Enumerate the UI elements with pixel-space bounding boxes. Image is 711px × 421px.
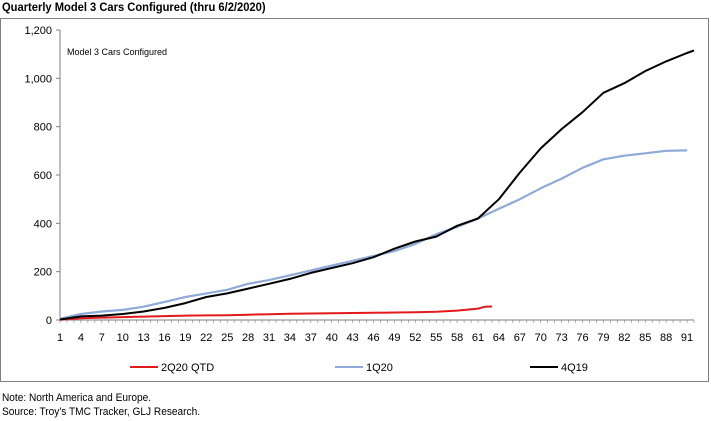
footnote-note: Note: North America and Europe. bbox=[2, 392, 152, 404]
x-tick-label: 1 bbox=[57, 332, 63, 344]
x-tick-label: 70 bbox=[535, 332, 547, 344]
x-tick-label: 67 bbox=[514, 332, 526, 344]
y-tick-label: 1,200 bbox=[24, 25, 52, 37]
chart-legend: 2Q20 QTD 1Q20 4Q19 bbox=[130, 362, 588, 374]
x-tick-label: 58 bbox=[451, 332, 463, 344]
x-tick-label: 88 bbox=[660, 332, 672, 344]
y-tick-label: 200 bbox=[34, 267, 52, 279]
x-tick-label: 40 bbox=[326, 332, 338, 344]
chart-axes: 0 200 400 600 800 1,000 1,200 1 4 7 10 13 16 19 22 25 28… bbox=[24, 25, 695, 344]
legend-label: 1Q20 bbox=[366, 362, 393, 374]
x-tick-label: 73 bbox=[556, 332, 568, 344]
series-line-1q20 bbox=[59, 149, 688, 320]
footnote-source: Source: Troy's TMC Tracker, GLJ Research… bbox=[2, 406, 201, 418]
x-tick-label: 31 bbox=[263, 332, 275, 344]
chart-inner-label: Model 3 Cars Configured bbox=[67, 47, 167, 57]
x-tick-label: 37 bbox=[305, 332, 317, 344]
legend-label: 4Q19 bbox=[561, 362, 588, 374]
y-tick-label: 800 bbox=[34, 122, 52, 134]
series-line-2q20-qtd bbox=[59, 305, 493, 321]
x-tick-label: 52 bbox=[409, 332, 421, 344]
x-tick-label: 46 bbox=[367, 332, 379, 344]
chart-series bbox=[59, 49, 695, 321]
x-tick-label: 61 bbox=[472, 332, 484, 344]
x-tick-label: 25 bbox=[221, 332, 233, 344]
chart-frame bbox=[0, 18, 709, 382]
x-tick-label: 82 bbox=[618, 332, 630, 344]
x-tick-label: 19 bbox=[179, 332, 191, 344]
x-tick-label: 55 bbox=[430, 332, 442, 344]
x-tick-label: 43 bbox=[346, 332, 358, 344]
series-line-4q19 bbox=[59, 49, 695, 321]
x-tick-label: 49 bbox=[388, 332, 400, 344]
x-tick-label: 4 bbox=[78, 332, 84, 344]
y-tick-label: 400 bbox=[34, 218, 52, 230]
chart-title: Quarterly Model 3 Cars Configured (thru … bbox=[2, 0, 266, 14]
y-tick-label: 1,000 bbox=[24, 73, 52, 85]
y-tick-label: 600 bbox=[34, 170, 52, 182]
x-tick-label: 76 bbox=[576, 332, 588, 344]
x-tick-label: 85 bbox=[639, 332, 651, 344]
x-tick-label: 7 bbox=[99, 332, 105, 344]
x-tick-label: 16 bbox=[158, 332, 170, 344]
y-tick-label: 0 bbox=[46, 315, 52, 327]
x-tick-label: 91 bbox=[681, 332, 693, 344]
x-tick-label: 64 bbox=[493, 332, 505, 344]
x-tick-label: 13 bbox=[137, 332, 149, 344]
x-tick-label: 34 bbox=[284, 332, 296, 344]
legend-label: 2Q20 QTD bbox=[161, 362, 214, 374]
x-tick-label: 10 bbox=[117, 332, 129, 344]
x-tick-label: 28 bbox=[242, 332, 254, 344]
x-tick-label: 79 bbox=[597, 332, 609, 344]
x-tick-label: 22 bbox=[200, 332, 212, 344]
